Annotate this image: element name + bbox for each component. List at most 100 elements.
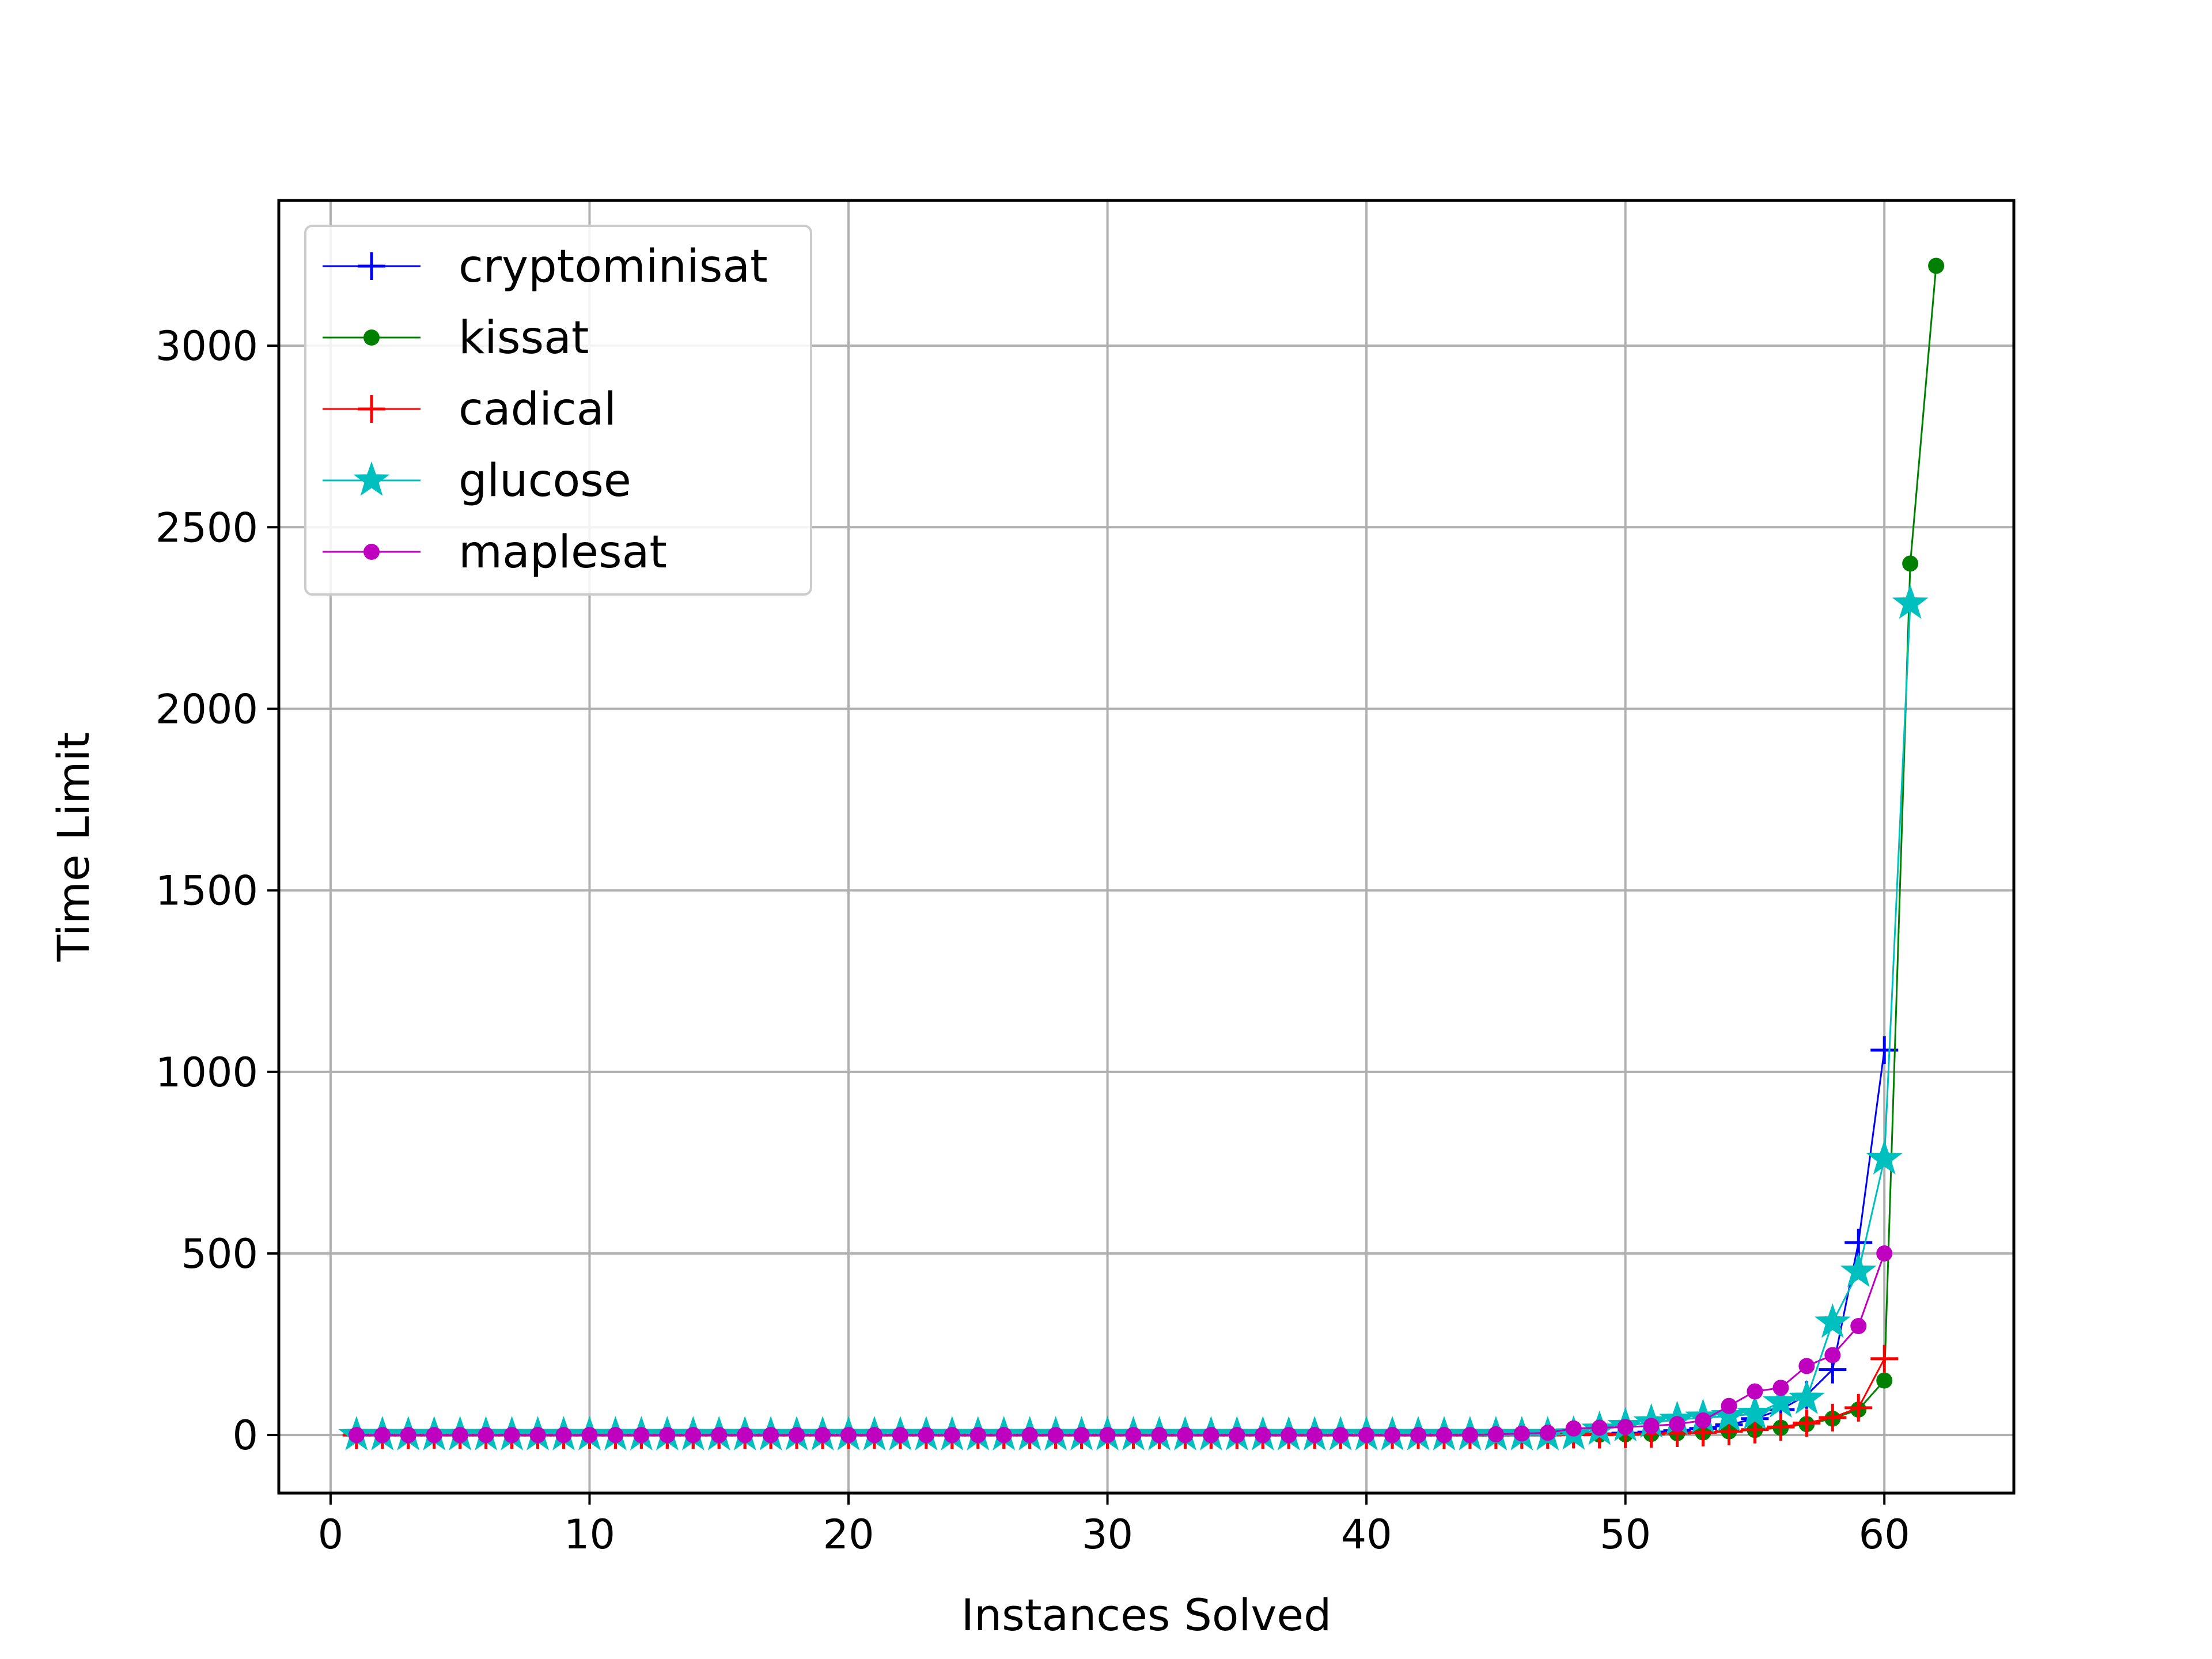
glucose-point (1866, 1140, 1903, 1175)
kissat-point (1876, 1372, 1893, 1389)
y-tick-label: 0 (232, 1412, 258, 1459)
legend-marker (363, 329, 380, 346)
maplesat-point (1513, 1425, 1530, 1442)
cadical-point (1767, 1413, 1795, 1441)
maplesat-point (918, 1427, 934, 1444)
maplesat-point (503, 1427, 520, 1444)
maplesat-point (892, 1427, 908, 1444)
maplesat-point (1850, 1318, 1867, 1335)
maplesat-point (529, 1427, 546, 1444)
maplesat-point (1461, 1427, 1478, 1444)
maplesat-point (737, 1427, 753, 1444)
glucose-point (1840, 1252, 1877, 1287)
legend-label: cadical (459, 384, 616, 435)
glucose-point (1892, 584, 1929, 619)
maplesat-point (1591, 1419, 1608, 1436)
legend-marker (353, 461, 390, 496)
maplesat-point (1047, 1427, 1064, 1444)
legend: cryptominisat kissat cadical glucose maplesa… (304, 225, 812, 596)
legend-marker (358, 252, 385, 280)
maplesat-point (1747, 1383, 1763, 1400)
legend-box (304, 225, 812, 596)
kissat-point (1928, 257, 1945, 274)
x-tick-label: 60 (1859, 1511, 1910, 1558)
maplesat-point (374, 1427, 391, 1444)
maplesat-point (866, 1427, 882, 1444)
cadical-point (1819, 1403, 1847, 1431)
maplesat-point (1255, 1427, 1271, 1444)
maplesat-point (1565, 1420, 1582, 1437)
maplesat-point (1695, 1412, 1711, 1429)
legend-label: maplesat (459, 527, 667, 578)
y-tick-label: 3000 (156, 323, 258, 370)
legend-label: glucose (459, 455, 631, 507)
maplesat-point (995, 1427, 1012, 1444)
legend-entry-kissat: kissat (323, 312, 589, 364)
maplesat-point (426, 1427, 442, 1444)
maplesat-point (1358, 1427, 1375, 1444)
maplesat-point (1772, 1380, 1789, 1396)
legend-entry-cryptominisat: cryptominisat (323, 241, 768, 293)
y-axis-label: Time Limit (48, 732, 99, 963)
cadical-point (1870, 1344, 1899, 1373)
maplesat-point (400, 1427, 416, 1444)
maplesat-point (633, 1427, 650, 1444)
maplesat-point (1229, 1427, 1245, 1444)
maplesat-point (711, 1427, 728, 1444)
maplesat-point (1203, 1427, 1219, 1444)
axis-ticks: 0 10 20 30 40 50 60 0 500 1000 1500 2000 2500 3000 (156, 323, 1910, 1558)
maplesat-point (1384, 1427, 1401, 1444)
maplesat-point (1125, 1427, 1142, 1444)
y-tick-label: 2000 (156, 685, 258, 733)
maplesat-point (1099, 1427, 1116, 1444)
x-tick-label: 40 (1341, 1511, 1392, 1558)
plot-frame (277, 199, 2016, 1495)
maplesat-point (944, 1427, 960, 1444)
x-tick-label: 20 (823, 1511, 874, 1558)
x-tick-label: 50 (1600, 1511, 1651, 1558)
maplesat-point (815, 1427, 831, 1444)
x-tick-label: 30 (1082, 1511, 1133, 1558)
maplesat-point (581, 1427, 598, 1444)
maplesat-point (555, 1427, 572, 1444)
maplesat-point (1876, 1245, 1893, 1262)
legend-entry-cadical: cadical (323, 384, 616, 435)
legend-label: cryptominisat (459, 241, 768, 293)
maplesat-point (763, 1427, 779, 1444)
y-tick-label: 500 (181, 1230, 258, 1278)
maplesat-point (840, 1427, 857, 1444)
x-axis-label: Instances Solved (961, 1589, 1332, 1641)
maplesat-point (1798, 1358, 1815, 1374)
cadical-point (1844, 1393, 1873, 1422)
maplesat-point (789, 1427, 805, 1444)
kissat-point (1902, 555, 1919, 572)
legend-label: kissat (459, 312, 589, 364)
maplesat-point (1021, 1427, 1038, 1444)
maplesat-point (1073, 1427, 1090, 1444)
legend-marker (363, 544, 380, 560)
maplesat-point (478, 1427, 494, 1444)
y-tick-label: 1000 (156, 1049, 258, 1096)
y-tick-label: 1500 (156, 868, 258, 915)
glucose-point (1763, 1383, 1799, 1418)
glucose-point (1737, 1395, 1773, 1430)
glucose-point (1814, 1303, 1851, 1338)
legend-marker (358, 395, 385, 423)
y-tick-label: 2500 (156, 504, 258, 551)
maplesat-point (1151, 1427, 1168, 1444)
maplesat-point (1721, 1397, 1737, 1414)
maplesat-point (1435, 1427, 1452, 1444)
series-layer (338, 257, 1945, 1450)
cryptominisat-point (1870, 1036, 1899, 1064)
maplesat-point (452, 1427, 468, 1444)
maplesat-point (969, 1427, 986, 1444)
series-maplesat (348, 1245, 1893, 1444)
legend-entry-glucose: glucose (323, 455, 631, 507)
maplesat-point (1669, 1416, 1685, 1433)
maplesat-point (659, 1427, 676, 1444)
glucose-point (1788, 1380, 1825, 1414)
maplesat-point (348, 1427, 365, 1444)
cadical-point (1793, 1409, 1821, 1437)
maplesat-point (1487, 1426, 1504, 1442)
